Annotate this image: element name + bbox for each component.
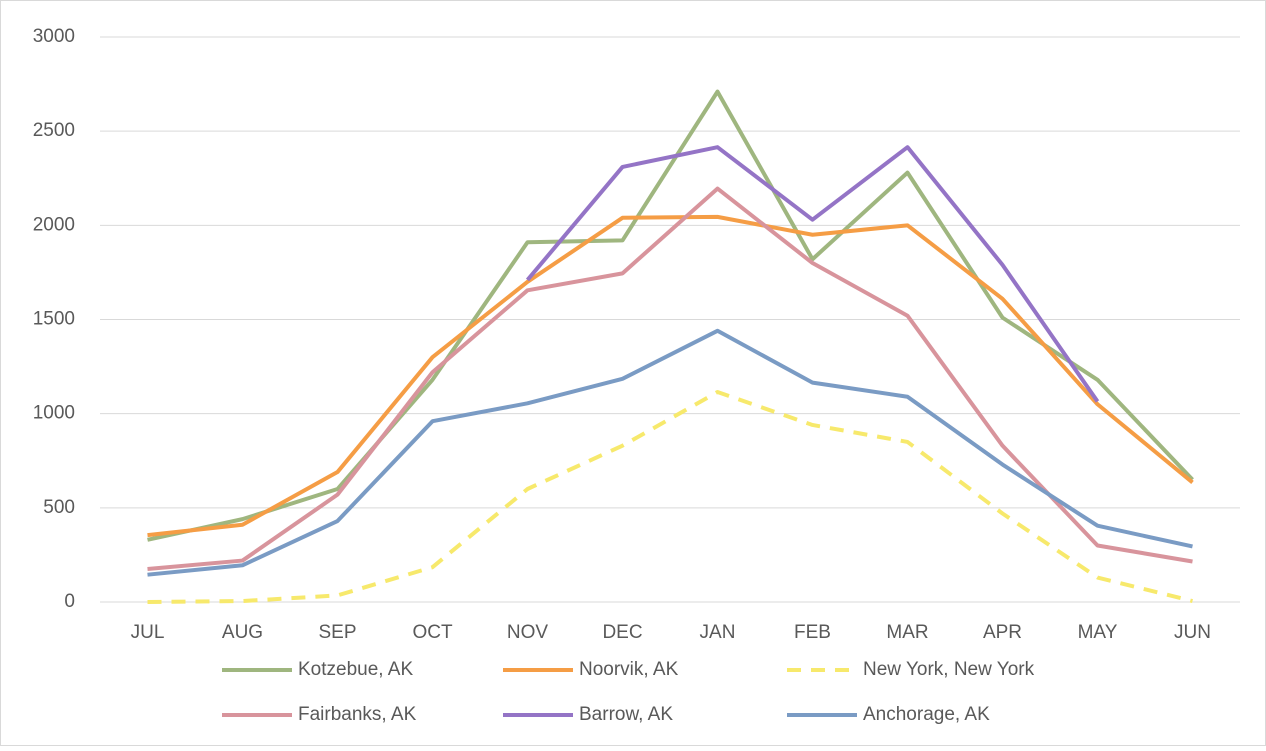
y-tick-label: 500 [43,497,75,518]
x-tick-label: MAY [1078,622,1118,643]
x-tick-label: MAR [886,622,928,643]
series-line [147,214,1194,538]
y-tick-label: 2500 [33,120,75,141]
legend-label: Fairbanks, AK [298,704,417,725]
x-tick-label: JUN [1174,622,1211,643]
series-line [147,390,1193,604]
legend-label: Anchorage, AK [863,704,990,725]
y-tick-label: 3000 [33,26,75,47]
series-line [147,186,1193,572]
series-line [147,89,1194,542]
legend-label: New York, New York [863,659,1035,680]
legend-label: Barrow, AK [579,704,673,725]
x-tick-label: NOV [507,622,549,643]
legend-label: Noorvik, AK [579,659,679,680]
y-tick-label: 2000 [33,214,75,235]
x-tick-label: JAN [700,622,736,643]
x-tick-label: DEC [602,622,642,643]
y-tick-label: 0 [64,591,75,612]
series-line [147,328,1193,577]
x-tick-label: FEB [794,622,831,643]
x-tick-label: APR [983,622,1022,643]
x-tick-label: SEP [318,622,356,643]
y-tick-label: 1500 [33,309,75,330]
y-tick-label: 1000 [33,403,75,424]
x-tick-label: JUL [131,622,165,643]
x-tick-label: AUG [222,622,263,643]
series-line [525,145,1100,403]
legend-label: Kotzebue, AK [298,659,413,680]
x-tick-label: OCT [412,622,453,643]
